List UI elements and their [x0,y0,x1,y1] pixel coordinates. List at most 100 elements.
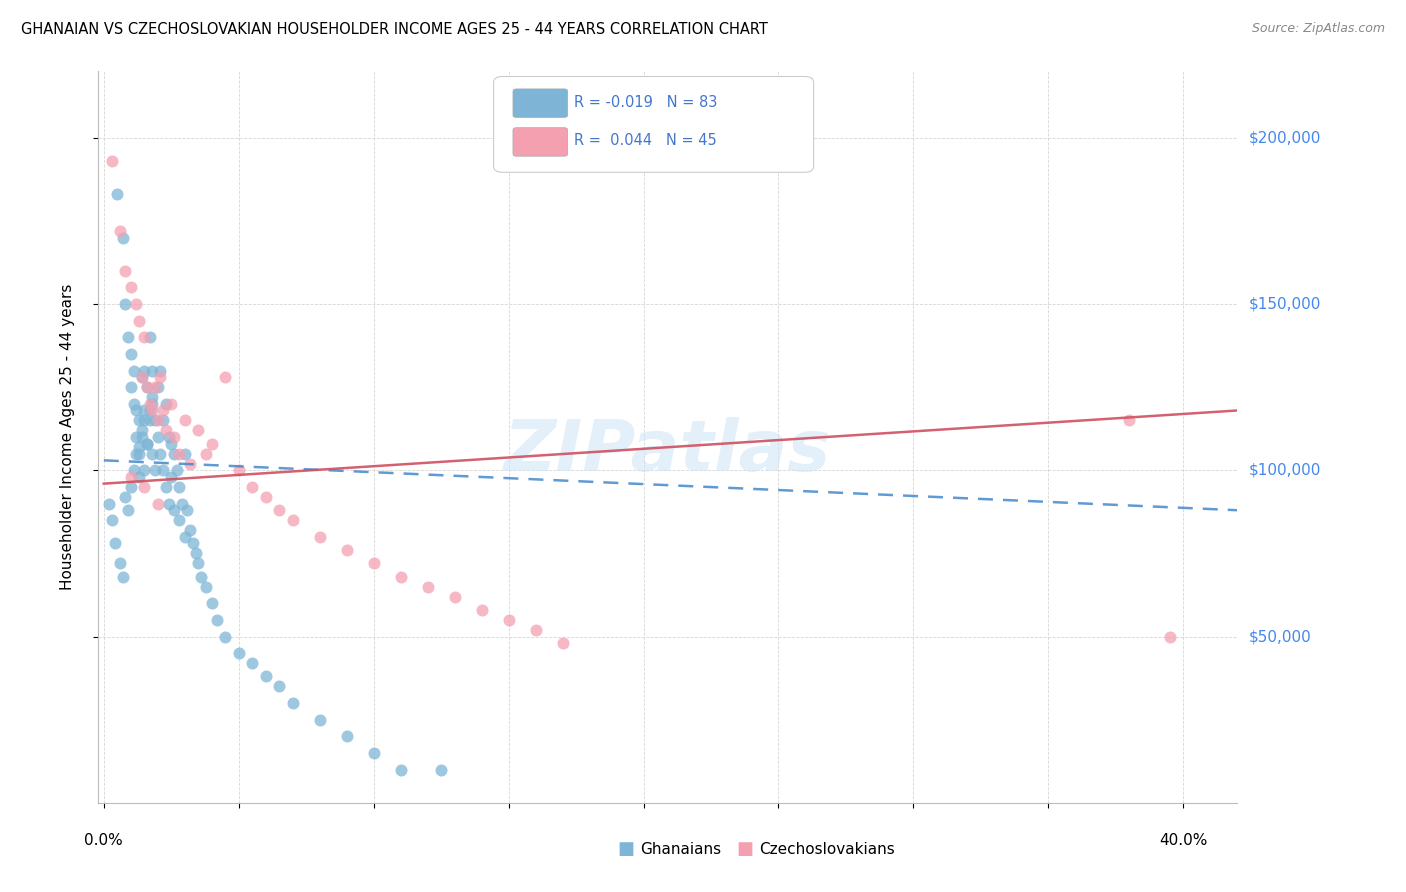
Point [195,580,218,594]
Point [146,413,169,427]
Point [122,463,145,477]
Point [228,463,250,477]
Point [308,530,330,544]
Point [141,390,163,404]
FancyBboxPatch shape [513,128,568,156]
Point [108,224,131,238]
Point [524,623,547,637]
Point [169,480,191,494]
Point [122,397,145,411]
Point [254,490,277,504]
Point [128,413,150,427]
Point [111,230,134,244]
Point [163,447,186,461]
Point [201,436,224,450]
Text: $150,000: $150,000 [1249,297,1320,311]
Point [136,380,159,394]
Text: Ghanaians: Ghanaians [640,842,721,856]
Point [498,613,520,627]
Point [281,513,304,527]
Text: 0.0%: 0.0% [84,833,124,848]
Point [131,370,153,384]
Point [152,413,174,427]
Point [120,480,142,494]
Point [254,669,277,683]
Point [163,430,186,444]
Point [363,746,385,760]
Text: Czechoslovakians: Czechoslovakians [759,842,896,856]
Point [269,503,291,517]
Point [120,470,142,484]
Point [214,370,236,384]
Point [141,397,163,411]
Text: R = -0.019   N = 83: R = -0.019 N = 83 [575,95,718,111]
Point [157,497,180,511]
Point [201,596,224,610]
Point [173,413,195,427]
Point [125,297,148,311]
Point [195,447,218,461]
Point [136,380,159,394]
Point [184,546,207,560]
Point [166,463,188,477]
Point [117,330,139,344]
Point [138,397,160,411]
Point [1118,413,1140,427]
Point [430,763,453,777]
Point [172,497,194,511]
Point [551,636,574,650]
Point [149,363,172,377]
Point [228,646,250,660]
Point [128,470,150,484]
Point [1159,630,1181,644]
Point [131,424,153,438]
Point [240,480,263,494]
Point [104,536,127,550]
Point [131,430,153,444]
Point [157,430,180,444]
Text: ■: ■ [617,840,634,858]
Point [98,497,121,511]
Point [131,370,153,384]
Point [389,763,412,777]
Point [336,729,359,743]
Point [443,590,465,604]
Point [120,280,142,294]
Point [146,430,169,444]
Point [179,523,201,537]
Point [125,447,148,461]
Point [128,447,150,461]
Point [146,497,169,511]
Point [141,363,163,377]
Point [471,603,494,617]
Point [128,440,150,454]
Point [205,613,228,627]
Point [125,403,148,417]
Point [155,424,177,438]
Point [169,513,191,527]
Point [136,436,159,450]
Point [138,403,160,417]
Point [117,503,139,517]
Point [155,480,177,494]
Text: GHANAIAN VS CZECHOSLOVAKIAN HOUSEHOLDER INCOME AGES 25 - 44 YEARS CORRELATION CH: GHANAIAN VS CZECHOSLOVAKIAN HOUSEHOLDER … [21,22,768,37]
Point [120,380,142,394]
Point [214,630,236,644]
Point [111,570,134,584]
Point [281,696,304,710]
Point [146,380,169,394]
Text: $50,000: $50,000 [1249,629,1312,644]
Point [134,480,156,494]
Point [416,580,439,594]
Point [134,363,156,377]
Point [134,403,156,417]
Point [160,470,183,484]
Text: $100,000: $100,000 [1249,463,1320,478]
Text: Source: ZipAtlas.com: Source: ZipAtlas.com [1251,22,1385,36]
Point [187,557,209,571]
Point [152,403,174,417]
Point [169,447,191,461]
Point [143,463,166,477]
Point [138,330,160,344]
Point [143,380,166,394]
